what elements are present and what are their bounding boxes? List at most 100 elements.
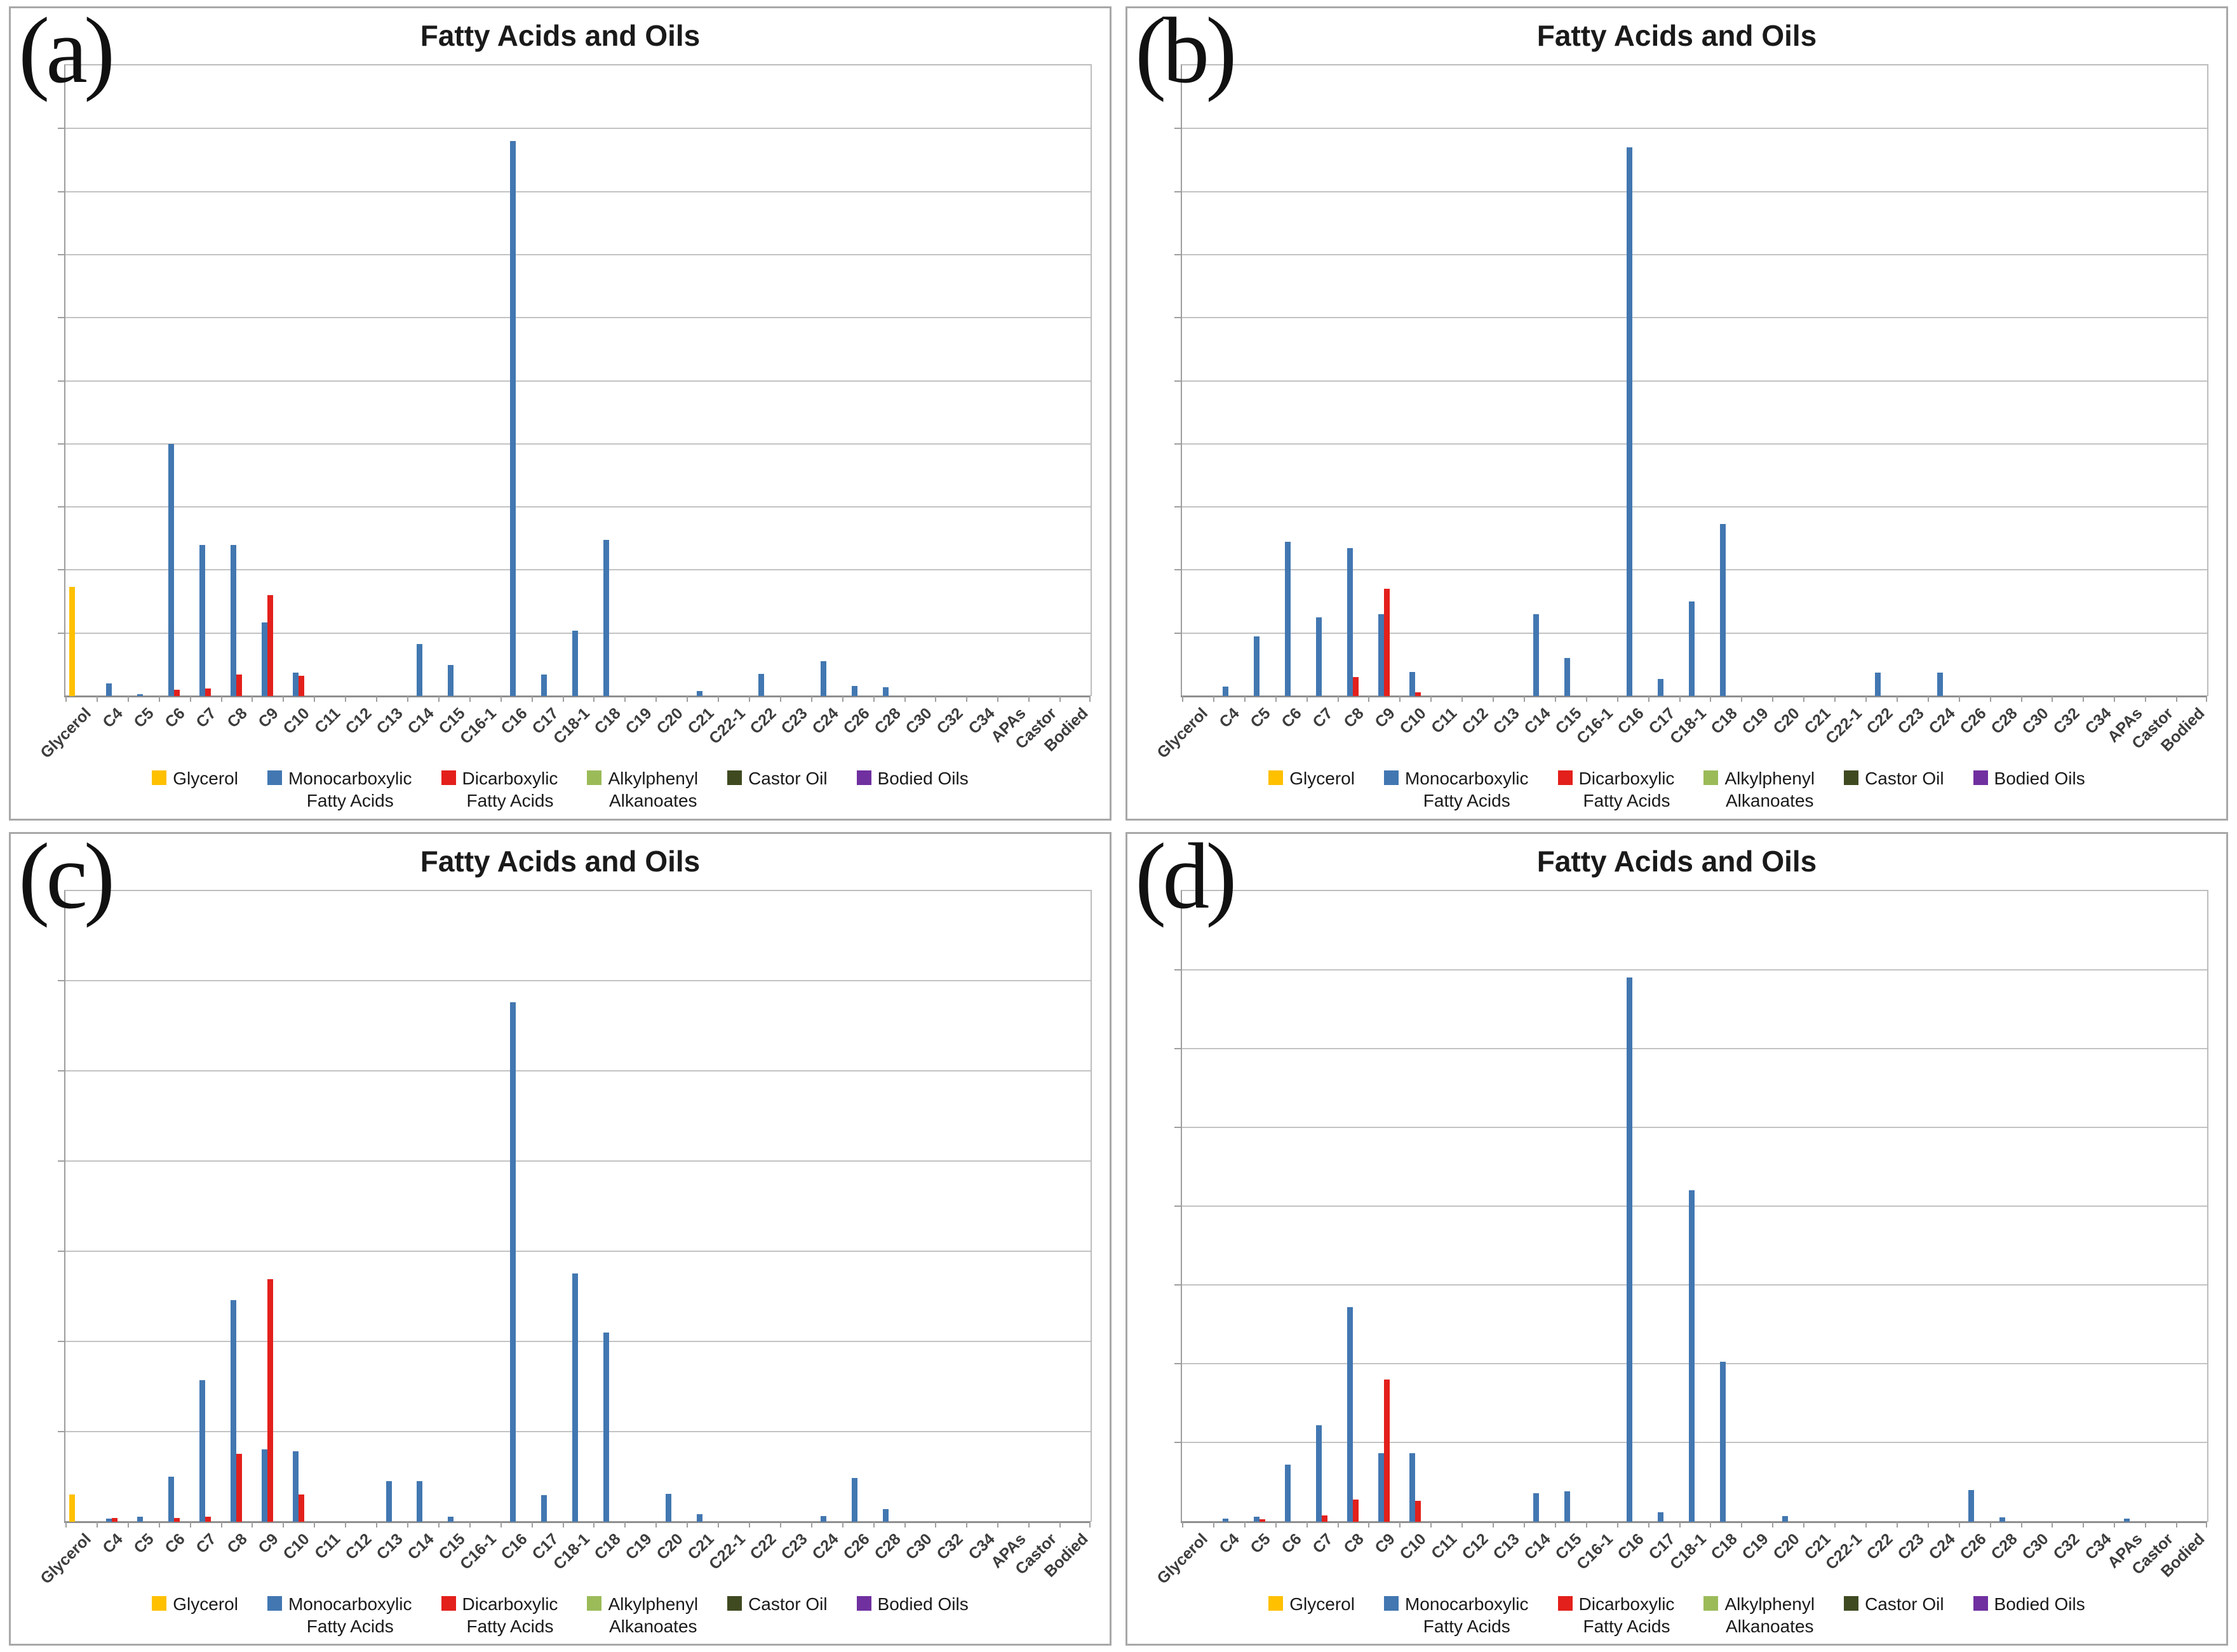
x-axis-tick bbox=[1772, 696, 1774, 702]
x-axis-label: C9 bbox=[1371, 1529, 1399, 1557]
x-axis-label: C23 bbox=[1894, 1529, 1928, 1563]
bar-dicarboxylic-c6 bbox=[174, 1517, 180, 1522]
legend-label: Glycerol bbox=[1289, 769, 1355, 788]
y-axis-tick bbox=[58, 1160, 64, 1162]
bar-monocarboxylic-c4 bbox=[1223, 1518, 1229, 1522]
bar-dicarboxylic-c10 bbox=[298, 676, 304, 696]
x-axis-tick bbox=[220, 696, 222, 702]
x-axis-label: C10 bbox=[1396, 704, 1430, 738]
x-axis-label: C4 bbox=[1215, 1529, 1243, 1557]
bar-monocarboxylic-c7 bbox=[199, 1380, 206, 1522]
y-axis-tick bbox=[1174, 317, 1181, 319]
x-axis-tick bbox=[1493, 696, 1495, 702]
x-axis-label: C19 bbox=[1738, 704, 1772, 738]
gridline bbox=[1182, 317, 2207, 319]
gridline bbox=[65, 253, 1091, 255]
x-axis-label: C12 bbox=[342, 704, 375, 738]
x-axis-label: C30 bbox=[2019, 1529, 2053, 1563]
bar-monocarboxylic-c15 bbox=[1564, 1491, 1571, 1522]
x-axis-tick bbox=[1865, 1521, 1867, 1528]
legend-swatch-glycerol bbox=[1268, 1595, 1284, 1611]
bar-monocarboxylic-c9 bbox=[261, 1449, 267, 1522]
bar-monocarboxylic-c16 bbox=[1627, 977, 1633, 1522]
gridline bbox=[1182, 1284, 2207, 1286]
gridline bbox=[1182, 1126, 2207, 1128]
x-axis-label: C28 bbox=[1987, 1529, 2022, 1563]
bar-monocarboxylic-c9 bbox=[261, 622, 267, 696]
x-axis-tick bbox=[842, 1521, 843, 1528]
bar-monocarboxylic-c10 bbox=[1409, 1453, 1415, 1522]
y-axis-tick bbox=[1174, 253, 1181, 255]
bar-monocarboxylic-c5 bbox=[1254, 1517, 1260, 1522]
legend-swatch-alkylphenyl bbox=[587, 1595, 602, 1611]
bar-dicarboxylic-c7 bbox=[1322, 1515, 1328, 1522]
y-axis-tick bbox=[1174, 1363, 1181, 1365]
x-axis-tick bbox=[127, 696, 129, 702]
x-axis-tick bbox=[687, 696, 689, 702]
x-axis-tick bbox=[1834, 1521, 1836, 1528]
x-axis-label: C18-1 bbox=[1666, 1529, 1710, 1573]
legend-label: Dicarboxylic Fatty Acids bbox=[1578, 769, 1675, 810]
x-axis-label: C22 bbox=[746, 1529, 780, 1563]
bar-monocarboxylic-c5 bbox=[137, 694, 144, 696]
bar-monocarboxylic-c18-1 bbox=[1689, 601, 1695, 696]
legend-item-dicarboxylic: Dicarboxylic Fatty Acids bbox=[1557, 767, 1675, 812]
bar-monocarboxylic-c18 bbox=[1719, 523, 1726, 696]
x-axis-tick bbox=[283, 1521, 285, 1528]
bar-monocarboxylic-c22 bbox=[1875, 673, 1881, 696]
legend-item-alkylphenyl: Alkylphenyl Alkanoates bbox=[587, 767, 698, 812]
y-axis-tick bbox=[58, 1430, 64, 1432]
x-axis-tick bbox=[562, 696, 564, 702]
x-axis-tick bbox=[1306, 1521, 1308, 1528]
x-axis-tick bbox=[345, 1521, 347, 1528]
x-axis-tick bbox=[407, 696, 408, 702]
x-axis-label: C24 bbox=[809, 1529, 843, 1563]
legend-swatch-alkylphenyl bbox=[1703, 770, 1719, 785]
legend-label: Monocarboxylic Fatty Acids bbox=[288, 1594, 412, 1636]
x-axis-label: C11 bbox=[311, 704, 344, 737]
x-axis-tick bbox=[1461, 696, 1463, 702]
plot-area bbox=[58, 889, 1092, 1528]
x-axis-tick bbox=[1089, 1521, 1091, 1528]
x-axis-tick bbox=[562, 1521, 564, 1528]
x-axis-label: C32 bbox=[2050, 1529, 2084, 1563]
legend-item-monocarboxylic: Monocarboxylic Fatty Acids bbox=[267, 767, 412, 812]
gridline bbox=[65, 1070, 1091, 1072]
x-axis-tick bbox=[438, 1521, 440, 1528]
gridline bbox=[1182, 253, 2207, 255]
y-axis-tick bbox=[58, 1070, 64, 1072]
x-axis-tick bbox=[469, 696, 471, 702]
x-axis-label: C32 bbox=[933, 1529, 967, 1563]
x-axis-label: C30 bbox=[902, 704, 936, 738]
legend: Glycerol Monocarboxylic Fatty Acids Dicarbo… bbox=[11, 767, 1110, 812]
gridline bbox=[65, 1250, 1091, 1252]
gridline bbox=[1182, 969, 2207, 970]
x-axis-label: C22 bbox=[746, 704, 780, 738]
legend-item-castor_oil: Castor Oil bbox=[727, 1593, 828, 1615]
x-axis-label: C23 bbox=[777, 704, 812, 738]
x-axis-tick bbox=[718, 696, 720, 702]
legend-swatch-castor_oil bbox=[1844, 1595, 1859, 1611]
legend-label: Glycerol bbox=[1289, 1594, 1355, 1614]
legend-item-bodied_oils: Bodied Oils bbox=[1973, 767, 2085, 789]
x-axis-tick bbox=[469, 1521, 471, 1528]
x-axis-tick bbox=[1710, 1521, 1712, 1528]
x-axis-tick bbox=[1585, 1521, 1587, 1528]
gridline bbox=[65, 1160, 1091, 1162]
legend-swatch-bodied_oils bbox=[856, 1595, 871, 1611]
x-axis-label: C8 bbox=[1340, 704, 1367, 732]
gridline bbox=[1182, 632, 2207, 634]
x-axis-label: C22-1 bbox=[1822, 1529, 1865, 1573]
bar-monocarboxylic-c8 bbox=[1347, 1306, 1353, 1522]
bar-monocarboxylic-c17 bbox=[1658, 679, 1664, 696]
bar-monocarboxylic-c7 bbox=[1316, 1425, 1322, 1522]
x-axis-label: C13 bbox=[1489, 704, 1523, 738]
legend-label: Dicarboxylic Fatty Acids bbox=[1578, 1594, 1675, 1636]
x-axis-tick bbox=[1989, 696, 1991, 702]
legend-swatch-castor_oil bbox=[1844, 770, 1859, 785]
x-axis-line bbox=[1181, 1521, 2207, 1523]
plot-area bbox=[1174, 64, 2208, 702]
x-axis-label: C26 bbox=[1956, 704, 1991, 738]
bar-monocarboxylic-c26 bbox=[852, 1478, 858, 1522]
